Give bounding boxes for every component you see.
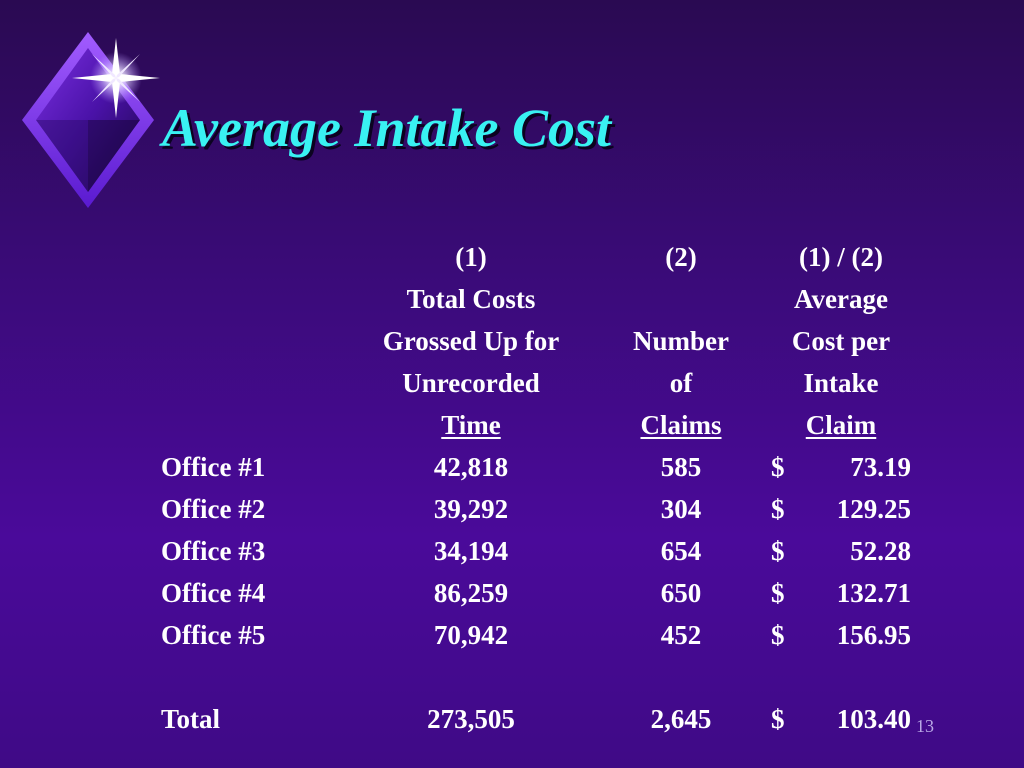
table-row: Office #2 39,292 304 $ 129.25 [150,488,911,530]
total-costs-sum: 273,505 [427,704,515,734]
header-cell: Unrecorded [402,368,540,398]
currency-symbol: $ [771,578,785,608]
header-label-cell [150,404,351,446]
total-costs-value: 42,818 [433,452,509,482]
claims-sum: 2,645 [650,704,712,734]
intake-cost-table: (1) (2) (1) / (2) Total Costs Average Gr… [150,236,911,740]
header-cell: (1) / (2) [799,242,883,272]
average-cost-value: 73.19 [850,452,911,482]
total-costs-value: 34,194 [433,536,509,566]
average-cost-total: 103.40 [836,704,911,734]
claims-value: 650 [660,578,702,608]
header-cell: Number [633,326,729,356]
claims-value: 452 [660,620,702,650]
total-label: Total [161,704,221,734]
header-cell: (1) [455,242,487,272]
column-heading-claim: Claim [805,410,877,440]
header-label-cell [150,236,351,278]
column-heading-claims: Claims [640,410,722,440]
office-label: Office #2 [161,494,266,524]
average-cost-value: 129.25 [836,494,911,524]
table-row: Office #5 70,942 452 $ 156.95 [150,614,911,656]
currency-symbol: $ [771,536,785,566]
header-cell: Intake [803,368,879,398]
office-label: Office #4 [161,578,266,608]
total-costs-value: 39,292 [433,494,509,524]
spacer-row [150,656,911,698]
page-number: 13 [916,716,934,736]
total-costs-value: 70,942 [433,620,509,650]
spacer-cell [150,656,911,698]
total-costs-value: 86,259 [433,578,509,608]
header-cell: (2) [665,242,697,272]
header-cell [591,278,771,320]
header-cell: Claims [591,404,771,446]
claims-value: 585 [660,452,702,482]
header-row: Total Costs Average [150,278,911,320]
header-row: Time Claims Claim [150,404,911,446]
header-label-cell [150,320,351,362]
header-cell: Cost per [791,326,891,356]
header-cell: Grossed Up for [382,326,560,356]
header-cell: Total Costs [406,284,536,314]
claims-value: 654 [660,536,702,566]
average-cost-value: 52.28 [850,536,911,566]
average-cost-value: 132.71 [836,578,911,608]
table-row: Office #1 42,818 585 $ 73.19 [150,446,911,488]
column-heading-time: Time [441,410,501,440]
currency-symbol: $ [771,452,785,482]
header-label-cell [150,278,351,320]
header-row: Grossed Up for Number Cost per [150,320,911,362]
header-label-cell [150,362,351,404]
currency-symbol: $ [771,494,785,524]
header-row: Unrecorded of Intake [150,362,911,404]
header-cell: of [669,368,693,398]
claims-value: 304 [660,494,702,524]
header-cell: Average [794,284,888,314]
slide-title: Average Intake Cost [162,98,611,158]
office-label: Office #5 [161,620,266,650]
diamond-star-icon [22,32,160,208]
header-row: (1) (2) (1) / (2) [150,236,911,278]
office-label: Office #3 [161,536,266,566]
table-row: Office #4 86,259 650 $ 132.71 [150,572,911,614]
currency-symbol: $ [771,704,785,734]
office-label: Office #1 [161,452,266,482]
total-row: Total 273,505 2,645 $ 103.40 [150,698,911,740]
average-cost-value: 156.95 [836,620,911,650]
table-row: Office #3 34,194 654 $ 52.28 [150,530,911,572]
header-cell: Time [351,404,591,446]
header-cell: Claim [771,404,911,446]
currency-symbol: $ [771,620,785,650]
